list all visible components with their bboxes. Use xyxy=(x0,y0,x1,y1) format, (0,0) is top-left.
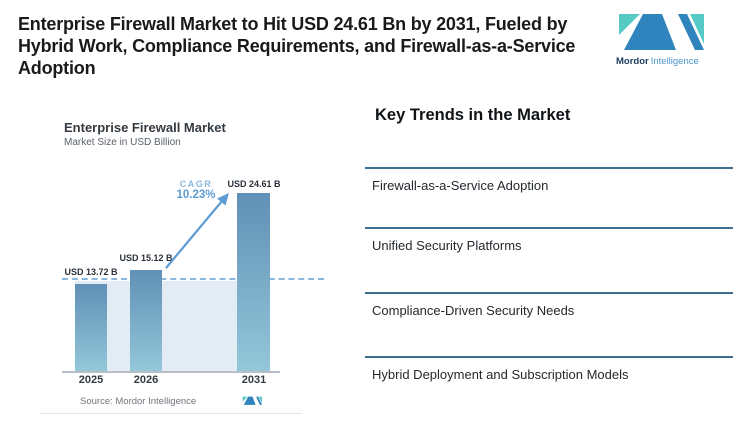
chart-title: Enterprise Firewall Market xyxy=(64,120,226,135)
bar-value-label-2031: USD 24.61 B xyxy=(227,179,281,189)
key-trends-panel: Key Trends in the Market Firewall-as-a-S… xyxy=(350,100,742,430)
chart-subtitle: Market Size in USD Billion xyxy=(64,137,181,148)
brand-name-light: Intelligence xyxy=(650,56,699,67)
mordor-intelligence-logo: Mordor Intelligence xyxy=(616,13,714,67)
trend-row-compliance-driven: Compliance-Driven Security Needs xyxy=(365,292,733,320)
trend-label: Unified Security Platforms xyxy=(372,238,522,253)
x-tick-2031: 2031 xyxy=(241,374,267,386)
x-tick-2026: 2026 xyxy=(133,374,159,386)
cagr-value: 10.23% xyxy=(176,189,216,201)
headline-line-2: Hybrid Work, Compliance Requirements, an… xyxy=(18,36,576,56)
cagr-label: CAGR xyxy=(179,179,213,189)
brand-name-bold: Mordor xyxy=(616,56,649,67)
bar-2031 xyxy=(237,193,270,371)
mordor-logo-icon xyxy=(619,14,704,50)
source-attribution: Source: Mordor Intelligence xyxy=(80,396,197,407)
bar-2026 xyxy=(130,270,162,371)
bar-2025 xyxy=(75,284,107,371)
market-size-chart: Enterprise Firewall Market Market Size i… xyxy=(40,108,332,420)
trend-row-hybrid-deployment: Hybrid Deployment and Subscription Model… xyxy=(365,356,733,384)
chart-bottom-divider xyxy=(40,413,302,414)
brand-name: Mordor Intelligence xyxy=(616,56,714,67)
cagr-annotation: CAGR 10.23% xyxy=(160,179,232,201)
dashed-reference-line xyxy=(62,278,324,280)
trend-label: Hybrid Deployment and Subscription Model… xyxy=(372,367,629,382)
trend-row-faas-adoption: Firewall-as-a-Service Adoption xyxy=(365,167,733,195)
trends-heading: Key Trends in the Market xyxy=(375,106,571,124)
trend-row-unified-security: Unified Security Platforms xyxy=(365,227,733,255)
bar-value-label-2025: USD 13.72 B xyxy=(64,267,118,277)
bar-value-label-2026: USD 15.12 B xyxy=(119,253,173,263)
cagr-arrow-icon xyxy=(165,193,229,269)
mordor-logo-small-icon xyxy=(242,396,262,405)
x-axis-baseline xyxy=(62,371,280,373)
trend-label: Firewall-as-a-Service Adoption xyxy=(372,178,549,193)
headline: Enterprise Firewall Market to Hit USD 24… xyxy=(18,13,618,79)
x-tick-2025: 2025 xyxy=(78,374,104,386)
headline-line-1: Enterprise Firewall Market to Hit USD 24… xyxy=(18,14,568,34)
headline-line-3: Adoption xyxy=(18,58,96,78)
trend-label: Compliance-Driven Security Needs xyxy=(372,303,575,318)
